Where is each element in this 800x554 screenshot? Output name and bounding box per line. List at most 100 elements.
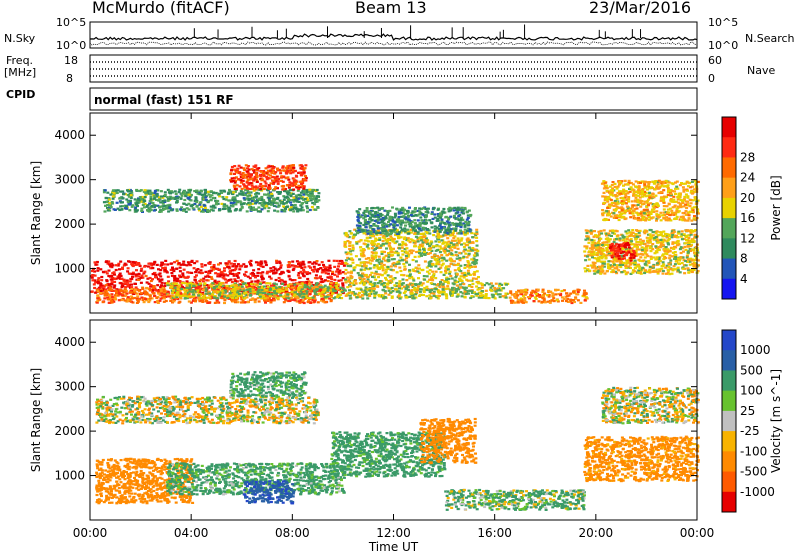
power-cell [306, 277, 310, 281]
power-cell [671, 229, 675, 232]
power-cell [437, 283, 440, 286]
power-cell [254, 164, 258, 167]
power-cell [214, 272, 218, 275]
power-cell [258, 293, 262, 297]
power-cell [161, 267, 165, 270]
power-cell [359, 288, 363, 291]
power-cell [280, 175, 284, 178]
power-cell [137, 263, 141, 266]
power-cell [322, 270, 326, 273]
power-cell [305, 196, 309, 199]
power-cell [607, 234, 611, 237]
power-cell [196, 192, 200, 195]
power-cell [275, 260, 279, 263]
power-cell [172, 298, 176, 301]
power-cell [427, 242, 431, 245]
power-cell [187, 208, 191, 211]
power-cell [183, 198, 187, 202]
power-cell [130, 263, 134, 266]
power-cell [288, 278, 292, 281]
power-cell [380, 262, 384, 265]
power-cell [291, 286, 295, 289]
power-cell [286, 167, 290, 170]
power-cell [218, 294, 222, 297]
power-cell [276, 182, 280, 185]
power-cell [404, 244, 408, 247]
power-cell [485, 282, 489, 285]
power-cell [99, 268, 103, 271]
power-cell [324, 300, 328, 304]
power-cell [462, 255, 466, 258]
power-cell [279, 289, 283, 292]
nave-tick-high: 60 [708, 54, 722, 67]
power-cell [126, 296, 130, 299]
power-cell [212, 268, 215, 271]
power-cell [148, 206, 152, 209]
power-cell [346, 276, 350, 279]
power-cell [390, 286, 394, 290]
power-cell [428, 269, 432, 272]
power-cell [213, 206, 217, 209]
power-cell [125, 206, 129, 209]
power-cell [546, 300, 550, 303]
power-cell [306, 207, 309, 210]
power-cell [175, 291, 179, 294]
power-cell [258, 202, 262, 205]
power-cell [415, 289, 419, 292]
power-cell [122, 264, 126, 267]
power-cell [260, 287, 264, 290]
power-cell [248, 288, 252, 291]
power-cell [390, 296, 394, 299]
power-cell [246, 178, 250, 181]
power-cell [252, 285, 256, 288]
power-cell [256, 297, 260, 300]
power-cell [439, 280, 442, 284]
power-cell [105, 280, 109, 283]
power-cell [551, 294, 555, 297]
power-cell [130, 191, 134, 194]
power-cell [298, 265, 302, 268]
power-cell [317, 199, 321, 202]
power-cell [287, 186, 291, 189]
power-cell [189, 204, 193, 207]
power-cell [107, 197, 111, 200]
power-cell [395, 250, 399, 253]
power-cell [219, 293, 223, 296]
power-cell [407, 288, 411, 292]
power-cell [104, 197, 108, 200]
power-cell [110, 295, 114, 298]
power-cell [153, 191, 157, 194]
power-cell [184, 194, 188, 197]
power-cell [468, 273, 472, 276]
power-cell [369, 280, 373, 283]
power-cell [378, 237, 382, 240]
power-cell [348, 244, 352, 248]
power-cell [302, 301, 306, 305]
power-cell [296, 293, 299, 296]
power-cell [255, 180, 259, 183]
power-cell [297, 272, 301, 275]
power-cell [254, 298, 258, 301]
power-cell [341, 271, 345, 274]
power-cell [313, 287, 317, 290]
power-cell [579, 301, 583, 304]
power-cell [196, 289, 199, 292]
power-cell [515, 290, 519, 294]
power-cell [320, 280, 324, 283]
power-cell [454, 253, 458, 257]
power-cell [596, 252, 600, 255]
power-cell [246, 283, 250, 286]
power-cell [363, 289, 367, 292]
power-cell [292, 264, 296, 267]
power-cell [583, 245, 587, 248]
power-cell [314, 283, 318, 286]
power-cell [329, 300, 333, 303]
nsearch-tick-low: 10^0 [708, 39, 739, 52]
power-cell [156, 301, 160, 304]
power-cell [116, 207, 120, 210]
power-cell [205, 284, 209, 287]
power-cell [278, 290, 282, 294]
power-cell [288, 188, 292, 191]
power-cell [379, 233, 383, 236]
power-cell [319, 289, 322, 292]
